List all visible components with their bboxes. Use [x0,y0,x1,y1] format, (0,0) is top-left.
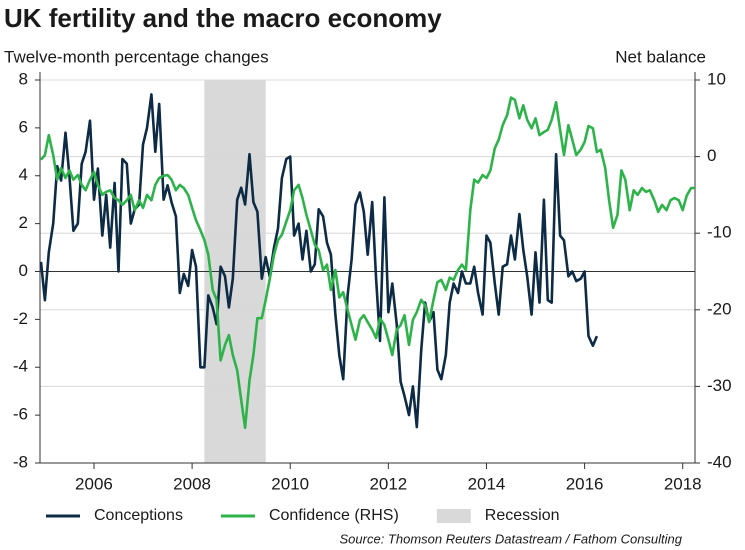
x-tick-label: 2014 [468,474,506,493]
series-line [39,93,599,429]
legend-label: Recession [485,507,560,524]
source: Source: Thomson Reuters Datastream / Fat… [340,531,683,546]
series-line [40,96,695,430]
y2-tick-label: -20 [707,299,732,318]
legend-label: Conceptions [94,507,183,524]
x-tick-label: 2016 [566,474,604,493]
legend-swatch [436,509,471,523]
x-tick-label: 2012 [369,474,407,493]
y-axis-label: Twelve-month percentage changes [4,47,269,66]
y2-tick-label: -30 [707,376,732,395]
x-tick-label: 2010 [271,474,309,493]
y-tick-label: -6 [13,405,28,424]
y2-tick-label: -40 [707,452,732,471]
y-tick-label: -4 [13,357,28,376]
y-tick-label: 0 [19,261,28,280]
y2-tick-label: 10 [707,69,726,88]
y-tick-label: 2 [19,213,28,232]
x-tick-label: 2018 [664,474,702,493]
y-tick-label: 6 [19,117,28,136]
y2-axis-label: Net balance [615,47,706,66]
y-tick-label: -8 [13,452,28,471]
y2-tick-label: -10 [707,223,732,242]
chart-title: UK fertility and the macro economy [4,3,442,33]
y-tick-label: -2 [13,309,28,328]
y-tick-label: 4 [19,165,28,184]
legend-label: Confidence (RHS) [269,507,399,524]
x-tick-label: 2008 [173,474,211,493]
y-tick-label: 8 [19,69,28,88]
y2-tick-label: 0 [707,146,716,165]
x-tick-label: 2006 [75,474,113,493]
